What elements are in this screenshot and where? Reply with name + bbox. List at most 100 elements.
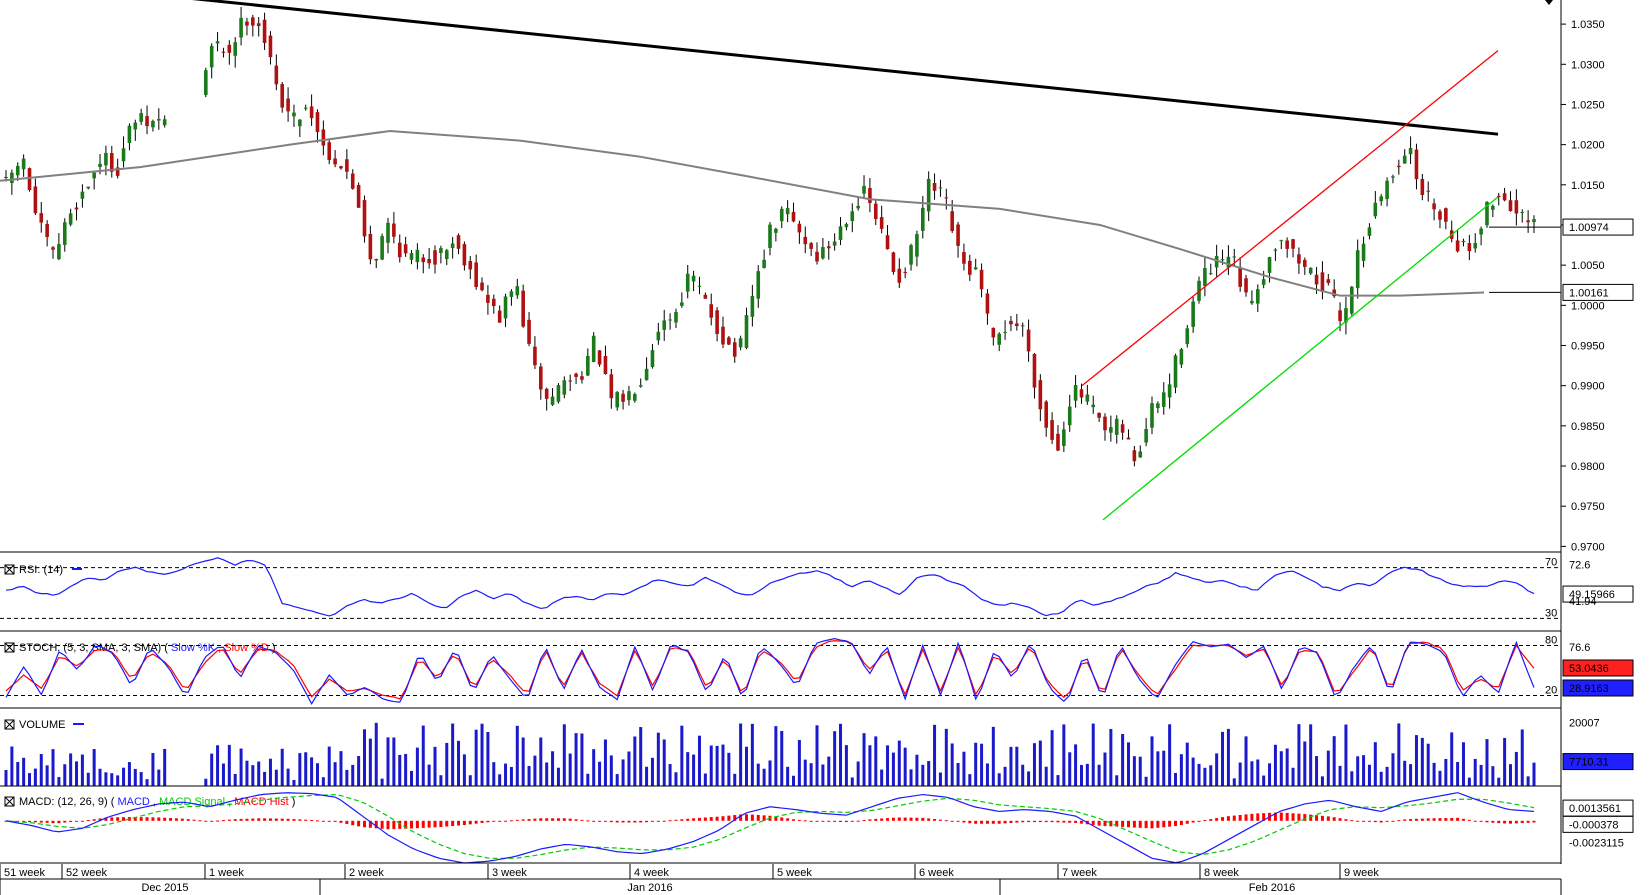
volume-bar xyxy=(1009,746,1013,786)
volume-bar xyxy=(609,755,613,786)
volume-bar xyxy=(1508,764,1512,786)
macd-hist-bar xyxy=(909,817,913,821)
volume-bar xyxy=(1103,752,1107,786)
volume-bar xyxy=(903,747,907,786)
candle-down xyxy=(1126,437,1131,440)
macd-hist-bar xyxy=(1003,820,1007,824)
macd-hist-bar xyxy=(1397,820,1401,822)
macd-hist-bar xyxy=(1097,820,1101,826)
volume-bar xyxy=(451,723,455,786)
volume-bar xyxy=(997,773,1001,786)
macd-hist-bar xyxy=(1367,820,1371,822)
volume-bar xyxy=(1526,776,1530,786)
candle-up xyxy=(151,120,155,128)
macd-hist-bar xyxy=(57,820,61,824)
macd-hist-bar xyxy=(1279,812,1283,821)
volume-bar xyxy=(1097,764,1101,786)
macd-hist-bar xyxy=(1373,820,1377,823)
volume-bar xyxy=(1438,770,1442,786)
candle-down xyxy=(403,244,408,254)
volume-close-box[interactable] xyxy=(4,719,15,730)
volume-bar xyxy=(950,743,954,786)
macd-hist-bar xyxy=(668,820,672,822)
volume-bar xyxy=(650,757,654,786)
volume-bar xyxy=(592,749,596,786)
candle-up xyxy=(662,320,667,330)
candle-up xyxy=(1479,228,1483,235)
macd-hist-bar xyxy=(962,820,966,823)
candle-up xyxy=(779,208,784,222)
volume-bar xyxy=(603,739,607,786)
macd-hist-bar xyxy=(1232,815,1236,821)
macd-hist-bar xyxy=(462,820,466,826)
macd-hist-bar xyxy=(1473,820,1477,822)
volume-bar xyxy=(1273,744,1277,786)
candle-up xyxy=(997,333,1001,345)
macd-hist-bar xyxy=(815,820,819,822)
macd-label-close: ) xyxy=(292,796,296,808)
volume-bar xyxy=(1074,744,1078,786)
volume-bar xyxy=(1514,751,1518,786)
macd-hist-bar xyxy=(362,820,366,828)
candle-up xyxy=(1461,240,1466,243)
macd-hist-bar xyxy=(891,817,895,821)
candle-up xyxy=(1003,331,1007,333)
candle-up xyxy=(415,249,420,263)
candle-down xyxy=(45,223,49,237)
scroll-marker-icon[interactable] xyxy=(1545,0,1553,5)
candle-up xyxy=(157,119,161,121)
macd-hist-bar xyxy=(1344,819,1348,821)
macd-hist-bar xyxy=(357,820,361,827)
price-tick-label: 1.0250 xyxy=(1571,99,1605,111)
volume-bar xyxy=(33,768,37,786)
rsi-close-box[interactable] xyxy=(4,564,15,575)
volume-bar xyxy=(1373,742,1377,786)
macd-hist-bar xyxy=(504,820,508,822)
volume-bar xyxy=(850,777,854,786)
macd-hist-bar xyxy=(1320,815,1324,821)
macd-hist-bar xyxy=(1256,813,1260,821)
candle-up xyxy=(785,208,790,215)
macd-hist-bar xyxy=(280,818,284,821)
macd-hist-bar xyxy=(1038,820,1042,823)
macd-hist-bar xyxy=(974,820,978,824)
volume-bar xyxy=(1367,764,1371,786)
macd-hist-bar xyxy=(692,818,696,821)
volume-bar xyxy=(145,779,149,786)
candle-down xyxy=(221,51,226,53)
volume-bar xyxy=(1450,732,1454,786)
macd-hist-bar xyxy=(415,820,419,829)
candle-down xyxy=(891,252,896,272)
ma-value-marker: 1.00161 xyxy=(1489,283,1634,301)
volume-bar xyxy=(104,772,108,786)
volume-bar xyxy=(1285,748,1289,786)
volume-bar xyxy=(1050,730,1054,786)
macd-hist-bar xyxy=(1414,818,1418,821)
candle-up xyxy=(439,248,443,254)
macd-hist-bar xyxy=(174,818,178,821)
macd-hist-bar xyxy=(1250,813,1254,821)
volume-bar xyxy=(580,733,584,786)
macd-close-box[interactable] xyxy=(4,796,15,807)
price-tick-label: 1.0350 xyxy=(1571,19,1605,31)
volume-bar xyxy=(1197,763,1201,786)
macd-hist-bar xyxy=(1068,820,1072,823)
candle-down xyxy=(251,17,255,26)
volume-bar xyxy=(674,772,678,786)
candle-up xyxy=(450,243,455,249)
macd-hist-bar xyxy=(63,820,67,823)
macd-hist-bar xyxy=(880,818,884,821)
volume-bar xyxy=(427,764,431,786)
macd-hist-bar xyxy=(1226,816,1230,821)
stoch-close-box[interactable] xyxy=(4,642,15,653)
macd-hist-bar xyxy=(51,820,55,824)
candle-down xyxy=(74,207,79,210)
macd-hist-bar xyxy=(1079,820,1083,824)
level-label: 30 xyxy=(1545,607,1557,619)
volume-bar xyxy=(1432,762,1436,786)
candle-up xyxy=(685,273,690,292)
macd-hist-bar xyxy=(1132,820,1136,828)
candle-up xyxy=(1020,325,1025,327)
volume-bar xyxy=(803,759,807,786)
